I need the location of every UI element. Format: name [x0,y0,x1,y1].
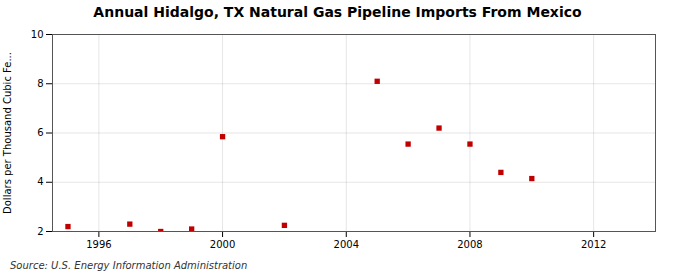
svg-text:2000: 2000 [210,239,235,250]
svg-text:2008: 2008 [457,239,482,250]
svg-text:Dollars per Thousand Cubic Fe.: Dollars per Thousand Cubic Fe... [2,52,13,214]
svg-text:2004: 2004 [334,239,359,250]
svg-text:2012: 2012 [581,239,606,250]
html-text:Source: U.S. Energy Informatio: Source: U.S. Energy Information Administ… [10,260,248,271]
svg-text:2: 2 [37,226,43,237]
svg-text:1996: 1996 [86,239,111,250]
svg-text:4: 4 [37,176,43,187]
svg-text:6: 6 [37,127,43,138]
svg-text:8: 8 [37,78,43,89]
html-text:Annual Hidalgo, TX Natural Gas: Annual Hidalgo, TX Natural Gas Pipeline … [93,4,582,20]
svg-text:10: 10 [31,29,44,40]
